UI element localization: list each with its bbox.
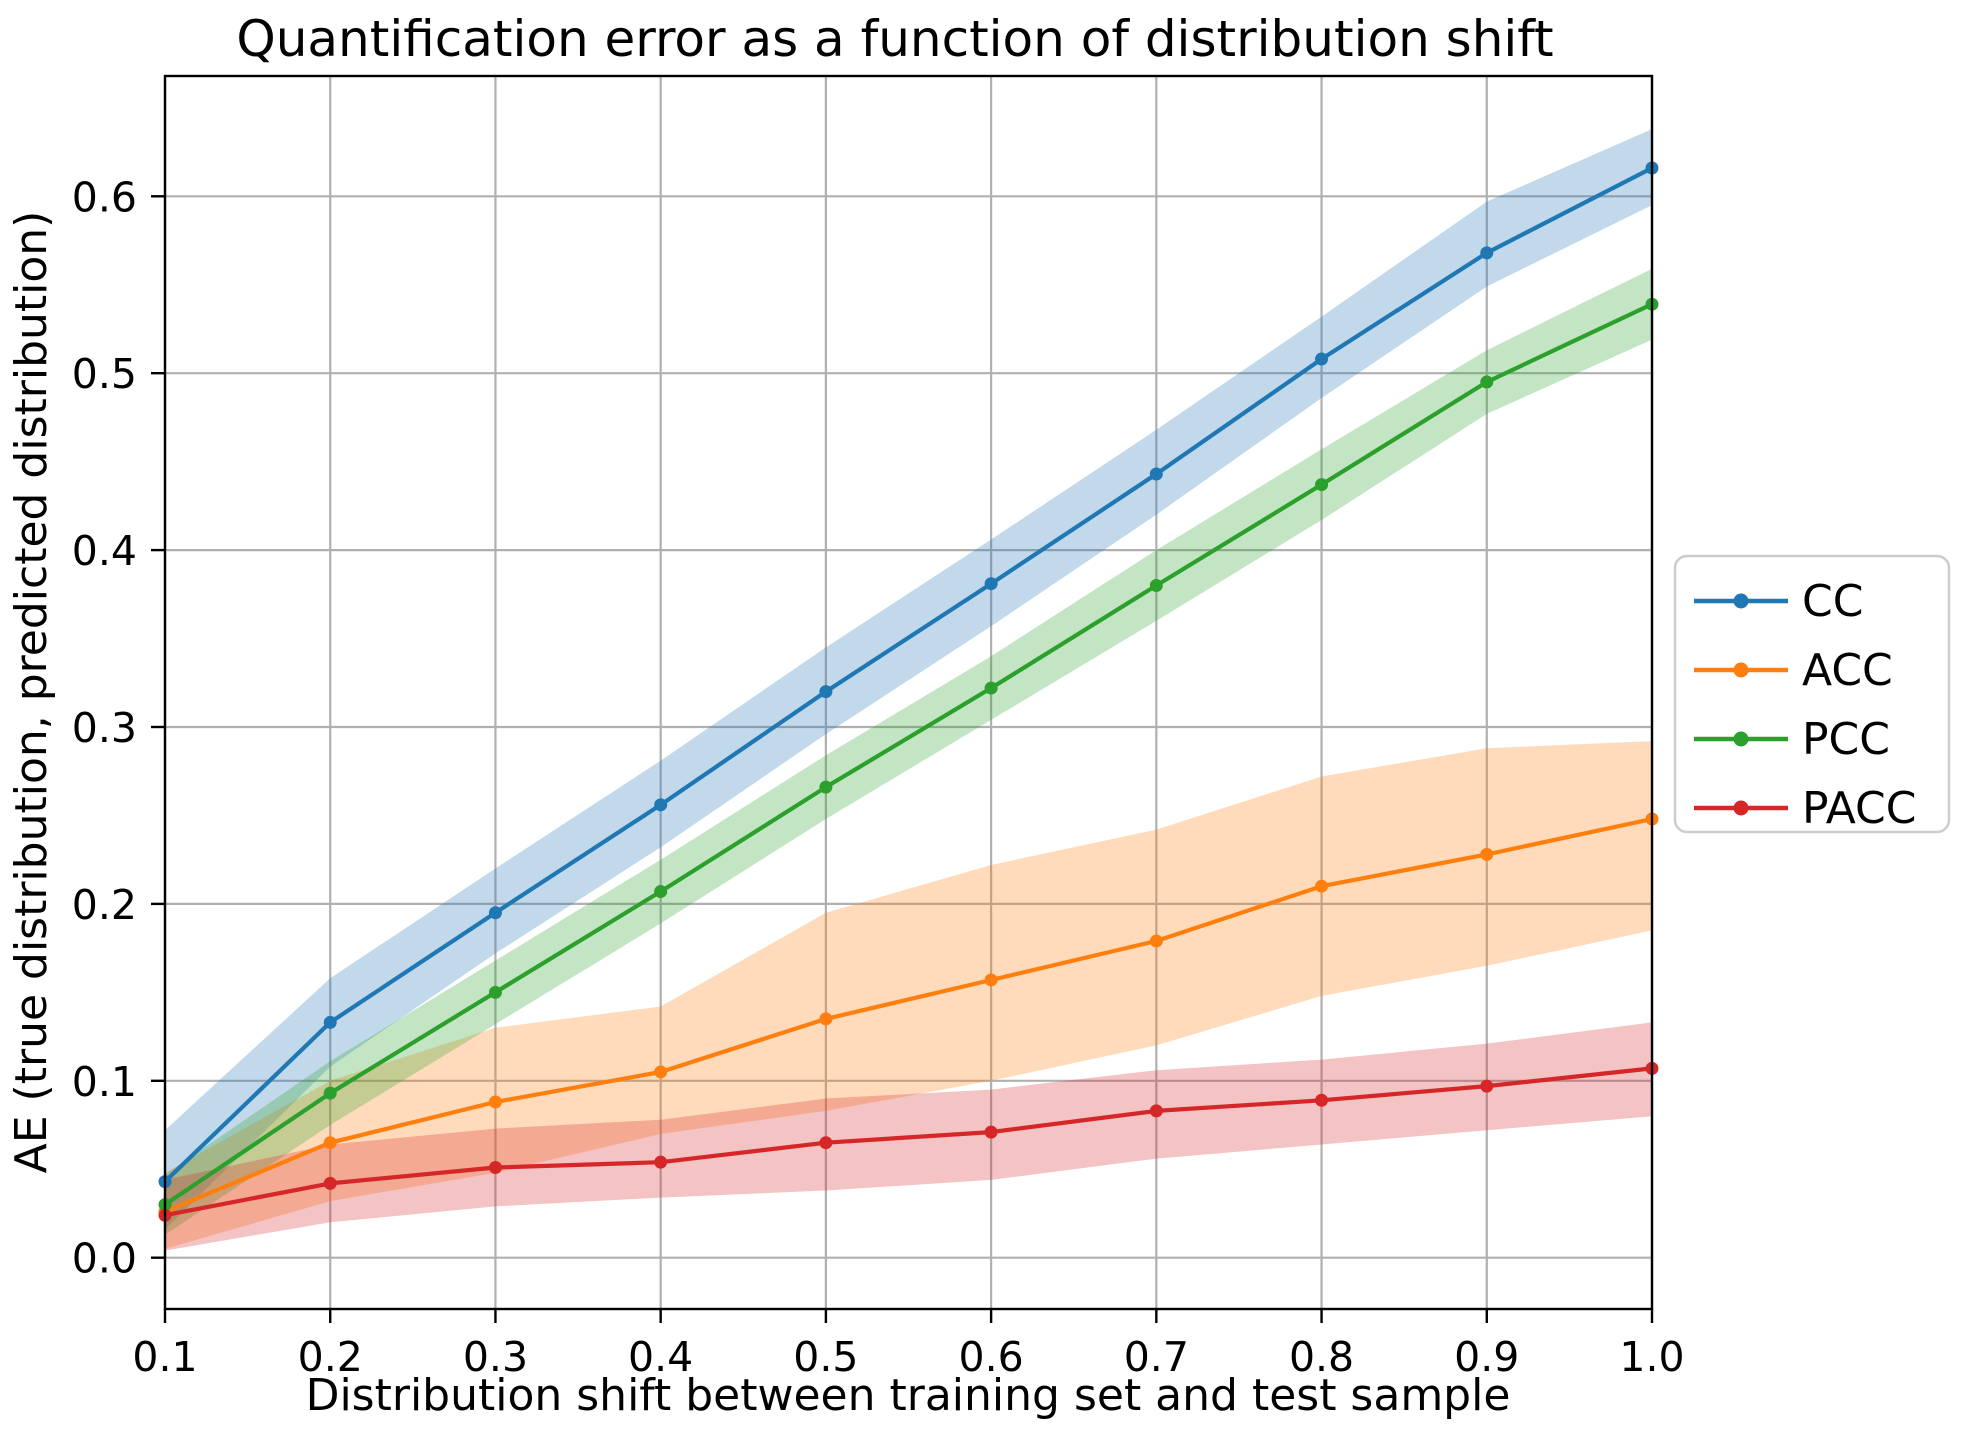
data-point-marker — [984, 1125, 998, 1139]
data-point-marker — [654, 1065, 668, 1079]
y-tick-label: 0.0 — [72, 1235, 137, 1283]
legend-item-pcc: PCC — [1694, 714, 1890, 765]
x-tick-label: 0.3 — [463, 1333, 528, 1381]
data-point-marker — [488, 906, 502, 920]
data-point-marker — [1149, 934, 1163, 948]
x-axis-ticks: 0.1 0.2 0.3 0.4 0.5 0.6 0.7 0.8 0.9 1.0 — [132, 1309, 1685, 1381]
series-cc-line — [158, 161, 1659, 1189]
legend-label: ACC — [1802, 645, 1893, 696]
data-point-marker — [819, 1136, 833, 1150]
legend-box — [1673, 554, 1951, 834]
x-axis-label: Distribution shift between training set … — [306, 1370, 1511, 1421]
series-acc-band — [165, 741, 1652, 1249]
data-point-marker — [1480, 1079, 1494, 1093]
data-point-marker — [654, 1155, 668, 1169]
x-tick-label: 1.0 — [1619, 1333, 1684, 1381]
data-point-marker — [654, 885, 668, 899]
data-point-marker — [488, 985, 502, 999]
data-point-marker — [488, 1160, 502, 1174]
y-tick-label: 0.5 — [72, 350, 137, 398]
legend-marker — [1733, 662, 1749, 678]
x-tick-label: 0.4 — [628, 1333, 693, 1381]
legend-item-cc: CC — [1694, 576, 1863, 627]
y-tick-label: 0.2 — [72, 881, 137, 929]
data-point-marker — [323, 1136, 337, 1150]
data-point-marker — [1149, 1104, 1163, 1118]
x-tick-label: 0.6 — [959, 1333, 1024, 1381]
x-tick-label: 0.1 — [132, 1333, 197, 1381]
data-point-marker — [1480, 847, 1494, 861]
y-tick-label: 0.4 — [72, 527, 137, 575]
legend-label: CC — [1802, 576, 1863, 627]
data-point-marker — [1149, 467, 1163, 481]
series-acc-line — [158, 812, 1659, 1219]
data-point-marker — [1315, 352, 1329, 366]
data-point-marker — [323, 1176, 337, 1190]
legend-item-acc: ACC — [1694, 645, 1893, 696]
data-point-marker — [819, 780, 833, 794]
data-point-marker — [323, 1086, 337, 1100]
legend-label: PCC — [1802, 714, 1890, 765]
y-axis-ticks: 0.0 0.1 0.2 0.3 0.4 0.5 0.6 — [72, 173, 165, 1283]
data-point-marker — [1480, 375, 1494, 389]
series-pacc-line — [158, 1061, 1659, 1222]
legend-item-pacc: PACC — [1694, 783, 1917, 834]
data-point-marker — [1315, 879, 1329, 893]
data-point-marker — [654, 798, 668, 812]
x-tick-label: 0.8 — [1289, 1333, 1354, 1381]
data-point-marker — [984, 577, 998, 591]
data-point-marker — [819, 1012, 833, 1026]
data-point-marker — [984, 681, 998, 695]
data-point-marker — [1315, 478, 1329, 492]
data-point-marker — [984, 973, 998, 987]
x-tick-label: 0.9 — [1454, 1333, 1519, 1381]
legend: CC ACC PCC PACC — [1673, 554, 1951, 834]
x-tick-label: 0.7 — [1124, 1333, 1189, 1381]
x-tick-label: 0.5 — [793, 1333, 858, 1381]
chart-title: Quantification error as a function of di… — [236, 10, 1553, 68]
data-point-marker — [1149, 578, 1163, 592]
data-point-marker — [819, 685, 833, 699]
y-axis-label: AE (true distribution, predicted distrib… — [6, 211, 57, 1174]
legend-label: PACC — [1802, 783, 1917, 834]
data-point-marker — [1480, 246, 1494, 260]
x-tick-label: 0.2 — [298, 1333, 363, 1381]
y-tick-label: 0.6 — [72, 173, 137, 221]
legend-marker — [1733, 731, 1749, 747]
data-point-marker — [488, 1095, 502, 1109]
data-point-marker — [323, 1015, 337, 1029]
y-tick-label: 0.3 — [72, 704, 137, 752]
series-cc-band — [165, 129, 1652, 1230]
data-point-marker — [1315, 1093, 1329, 1107]
axes-frame — [163, 74, 1654, 1311]
y-tick-label: 0.1 — [72, 1058, 137, 1106]
legend-marker — [1733, 800, 1749, 816]
legend-marker — [1733, 593, 1749, 609]
